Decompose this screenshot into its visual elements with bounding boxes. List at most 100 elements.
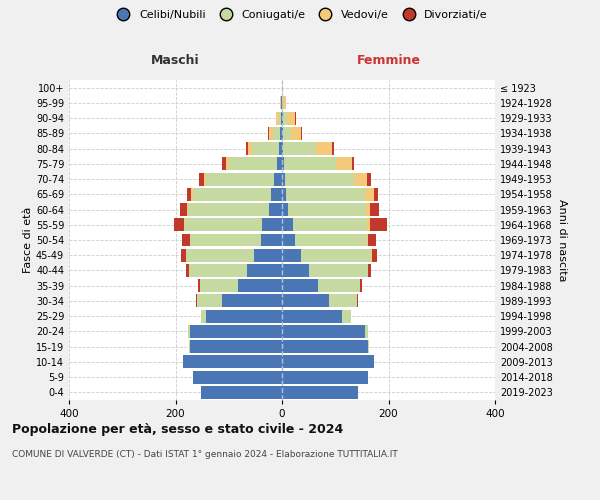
Bar bbox=[206, 310, 282, 322]
Legend: Celibi/Nubili, Coniugati/e, Vedovi/e, Divorziati/e: Celibi/Nubili, Coniugati/e, Vedovi/e, Di… bbox=[108, 6, 492, 25]
Bar bbox=[181, 249, 186, 262]
Bar bbox=[246, 142, 248, 155]
Bar bbox=[301, 249, 371, 262]
Bar bbox=[193, 188, 271, 201]
Bar bbox=[279, 142, 282, 155]
Bar bbox=[190, 340, 282, 353]
Bar bbox=[273, 127, 280, 140]
Bar bbox=[295, 234, 367, 246]
Bar bbox=[277, 158, 282, 170]
Bar bbox=[282, 340, 368, 353]
Bar bbox=[336, 158, 352, 170]
Bar bbox=[190, 325, 282, 338]
Bar bbox=[360, 279, 362, 292]
Bar bbox=[175, 218, 184, 231]
Bar bbox=[276, 112, 279, 124]
Bar bbox=[280, 127, 282, 140]
Bar bbox=[200, 279, 238, 292]
Bar bbox=[367, 218, 370, 231]
Bar bbox=[283, 142, 316, 155]
Bar bbox=[282, 142, 283, 155]
Bar bbox=[190, 234, 260, 246]
Bar bbox=[290, 127, 301, 140]
Bar bbox=[293, 218, 367, 231]
Bar bbox=[354, 172, 367, 186]
Bar bbox=[282, 218, 293, 231]
Bar bbox=[271, 188, 282, 201]
Bar bbox=[282, 370, 368, 384]
Bar bbox=[269, 127, 273, 140]
Bar bbox=[185, 264, 189, 277]
Bar bbox=[184, 356, 282, 368]
Bar bbox=[352, 158, 355, 170]
Bar bbox=[199, 172, 204, 186]
Bar bbox=[368, 340, 370, 353]
Bar bbox=[282, 188, 286, 201]
Bar bbox=[223, 158, 226, 170]
Bar bbox=[368, 264, 371, 277]
Bar bbox=[370, 218, 387, 231]
Bar bbox=[229, 158, 277, 170]
Text: Femmine: Femmine bbox=[356, 54, 421, 68]
Bar bbox=[282, 264, 308, 277]
Bar bbox=[282, 172, 284, 186]
Bar bbox=[282, 96, 283, 110]
Bar bbox=[274, 172, 282, 186]
Bar bbox=[282, 158, 284, 170]
Bar bbox=[188, 203, 269, 216]
Bar bbox=[204, 172, 206, 186]
Bar bbox=[365, 188, 374, 201]
Bar bbox=[279, 112, 281, 124]
Bar bbox=[201, 386, 282, 399]
Bar bbox=[186, 249, 254, 262]
Bar bbox=[282, 279, 318, 292]
Text: Popolazione per età, sesso e stato civile - 2024: Popolazione per età, sesso e stato civil… bbox=[12, 422, 343, 436]
Bar bbox=[308, 264, 368, 277]
Bar bbox=[269, 203, 282, 216]
Bar bbox=[182, 234, 190, 246]
Bar bbox=[367, 172, 371, 186]
Bar bbox=[356, 294, 358, 308]
Bar bbox=[206, 172, 274, 186]
Bar bbox=[286, 188, 365, 201]
Bar bbox=[187, 203, 188, 216]
Bar bbox=[368, 234, 376, 246]
Bar bbox=[201, 310, 206, 322]
Bar bbox=[252, 142, 279, 155]
Bar bbox=[282, 203, 289, 216]
Bar bbox=[283, 96, 286, 110]
Bar bbox=[283, 112, 287, 124]
Bar bbox=[332, 142, 334, 155]
Bar bbox=[188, 325, 190, 338]
Bar bbox=[254, 249, 282, 262]
Bar bbox=[374, 188, 379, 201]
Text: Maschi: Maschi bbox=[151, 54, 200, 68]
Bar bbox=[329, 294, 356, 308]
Bar bbox=[268, 127, 269, 140]
Bar bbox=[198, 279, 200, 292]
Bar bbox=[282, 310, 341, 322]
Y-axis label: Fasce di età: Fasce di età bbox=[23, 207, 33, 273]
Bar bbox=[316, 142, 332, 155]
Bar bbox=[196, 294, 197, 308]
Bar bbox=[367, 234, 368, 246]
Bar bbox=[370, 203, 379, 216]
Bar bbox=[282, 234, 295, 246]
Bar bbox=[262, 218, 282, 231]
Bar bbox=[180, 203, 187, 216]
Bar bbox=[191, 188, 193, 201]
Y-axis label: Anni di nascita: Anni di nascita bbox=[557, 198, 566, 281]
Bar bbox=[238, 279, 282, 292]
Bar bbox=[282, 386, 358, 399]
Bar bbox=[282, 325, 365, 338]
Bar bbox=[365, 325, 368, 338]
Bar bbox=[318, 279, 360, 292]
Bar bbox=[260, 234, 282, 246]
Bar bbox=[283, 127, 290, 140]
Bar bbox=[185, 218, 262, 231]
Text: COMUNE DI VALVERDE (CT) - Dati ISTAT 1° gennaio 2024 - Elaborazione TUTTITALIA.I: COMUNE DI VALVERDE (CT) - Dati ISTAT 1° … bbox=[12, 450, 398, 459]
Bar bbox=[189, 264, 247, 277]
Bar bbox=[372, 249, 377, 262]
Bar bbox=[301, 127, 302, 140]
Bar bbox=[226, 158, 229, 170]
